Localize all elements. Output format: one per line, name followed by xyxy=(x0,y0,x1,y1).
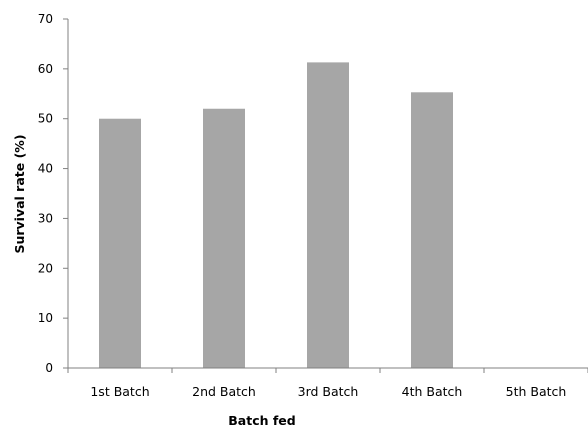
bar-2 xyxy=(203,108,245,368)
x-ticks-group: 1st Batch 2nd Batch 3rd Batch 4th Batch 5th … xyxy=(67,368,588,399)
x-category-label: 4th Batch xyxy=(402,384,463,399)
x-axis-title: Batch fed xyxy=(228,413,295,428)
x-category-label: 2nd Batch xyxy=(192,384,256,399)
y-tick-label: 30 xyxy=(38,211,53,225)
y-tick-label: 70 xyxy=(38,12,53,26)
y-tick-label: 20 xyxy=(38,261,53,275)
y-tick-label: 50 xyxy=(38,112,53,126)
y-tick-label: 0 xyxy=(45,361,53,375)
x-category-label: 5th Batch xyxy=(506,384,567,399)
bars-group xyxy=(99,62,453,369)
x-category-label: 3rd Batch xyxy=(298,384,359,399)
y-tick-label: 40 xyxy=(38,162,53,176)
bar-4 xyxy=(411,92,453,368)
y-tick-label: 10 xyxy=(38,311,53,325)
y-axis-title: Survival rate (%) xyxy=(12,134,27,253)
bar-3 xyxy=(307,62,349,369)
y-ticks-group: 0 10 20 30 40 50 60 70 xyxy=(38,12,68,375)
y-tick-label: 60 xyxy=(38,62,53,76)
x-category-label: 1st Batch xyxy=(90,384,149,399)
bar-1 xyxy=(99,118,141,368)
